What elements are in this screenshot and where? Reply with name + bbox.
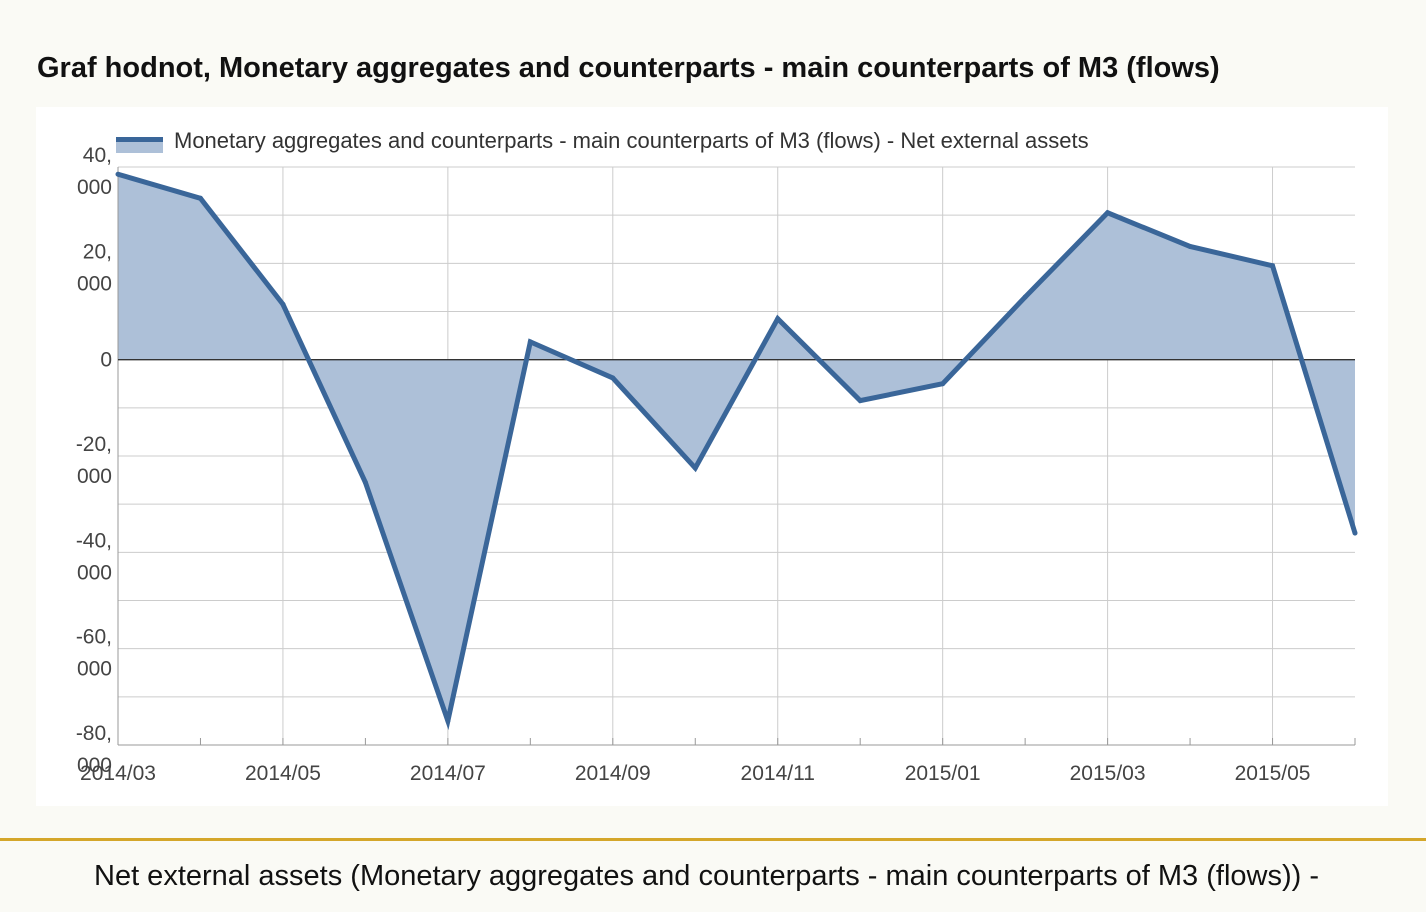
y-tick-label: 40, (83, 144, 112, 167)
footer-caption: Net external assets (Monetary aggregates… (94, 860, 1319, 892)
line-layer (117, 171, 1358, 731)
data-point (445, 718, 451, 724)
legend-swatch-fill (116, 141, 163, 153)
legend-layer: Monetary aggregates and counterparts - m… (116, 128, 1089, 153)
data-point (775, 316, 781, 322)
x-tick-label: 2014/09 (575, 762, 651, 785)
area-layer (118, 174, 1355, 721)
x-tick-label: 2014/03 (80, 762, 156, 785)
data-point (1352, 530, 1358, 536)
series-area (118, 174, 1355, 721)
y-tick-label: 000 (77, 465, 112, 488)
label-layer: 40,00020,0000-20,000-40,000-60,000-80,00… (76, 144, 1311, 785)
axis-layer (117, 167, 1356, 746)
point-layer (115, 171, 1358, 724)
chart-card: 40, 000 20, 000 0 -20, 000 -40, 000 -60, 000 -80, 00… (36, 107, 1388, 806)
y-tick-label: 000 (77, 176, 112, 199)
divider (0, 838, 1426, 841)
x-tick-label: 2014/11 (741, 762, 815, 785)
page-title: Graf hodnot, Monetary aggregates and cou… (37, 52, 1220, 84)
data-point (610, 375, 616, 381)
y-tick-label: 000 (77, 272, 112, 295)
data-point (1105, 210, 1111, 216)
y-tick-label: -40, (76, 529, 112, 552)
y-tick-label: -20, (76, 433, 112, 456)
data-point (115, 171, 121, 177)
data-point (1022, 294, 1028, 300)
y-tick-label: -80, (76, 722, 112, 745)
area-chart: 40,00020,0000-20,000-40,000-60,000-80,00… (76, 128, 1358, 785)
y-tick-label: 000 (77, 754, 112, 777)
y-tick-label: -60, (76, 626, 112, 649)
y-tick-label: 000 (77, 658, 112, 681)
data-point (197, 195, 203, 201)
x-tick-label: 2015/01 (905, 762, 981, 785)
data-point (940, 381, 946, 387)
data-point (527, 339, 533, 345)
legend-swatch-line (116, 137, 163, 142)
data-point (362, 479, 368, 485)
series-line (117, 171, 1358, 731)
data-point (1270, 263, 1276, 269)
legend-label: Monetary aggregates and counterparts - m… (174, 128, 1089, 153)
data-point (692, 465, 698, 471)
x-tick-label: 2015/05 (1235, 762, 1311, 785)
x-tick-label: 2014/05 (245, 762, 321, 785)
x-tick-label: 2015/03 (1070, 762, 1146, 785)
data-point (280, 301, 286, 307)
data-point (1187, 243, 1193, 249)
data-point (857, 398, 863, 404)
y-tick-label: 0 (100, 349, 112, 372)
x-tick-label: 2014/07 (410, 762, 486, 785)
y-tick-label: 20, (83, 240, 112, 263)
y-tick-label: 000 (77, 561, 112, 584)
